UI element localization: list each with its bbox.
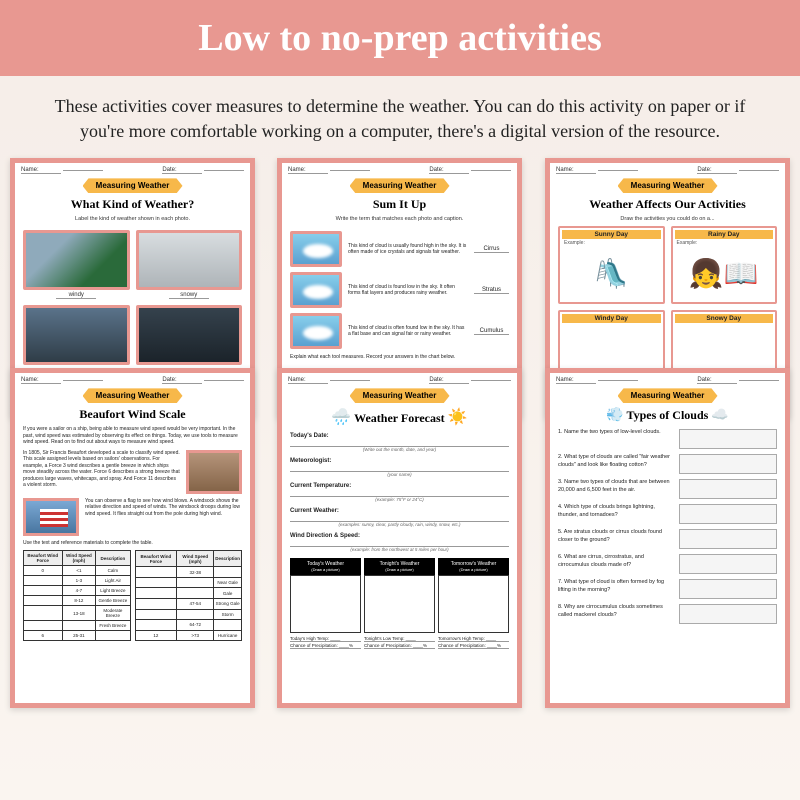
header-banner: Low to no-prep activities: [0, 0, 800, 76]
worksheet-forecast: Name: Date: Measuring Weather 🌧️ Weather…: [277, 368, 522, 708]
slide-art: 🛝: [564, 249, 659, 297]
ws-header: Name: Date:: [282, 163, 517, 176]
photo-cloudy: [23, 305, 130, 371]
beaufort-tables: Beaufort Wind ForceWind Speed (mph)Descr…: [23, 550, 242, 641]
reading-art: 👧📖: [677, 249, 772, 297]
activity-rainy: Rainy DayExample:👧📖: [671, 226, 778, 304]
ws-badge: Measuring Weather: [83, 178, 183, 193]
photo-storm: [136, 305, 243, 371]
photo-snowy: snowy: [136, 230, 243, 299]
beaufort-table-left: Beaufort Wind ForceWind Speed (mph)Descr…: [23, 550, 131, 641]
rain-icon: 🌧️: [331, 409, 351, 426]
sun-icon: ☀️: [448, 409, 468, 426]
intro-text: These activities cover measures to deter…: [0, 76, 800, 158]
cloud-image: [290, 231, 342, 267]
photo-windy: windy: [23, 230, 130, 299]
answer-box: [679, 429, 777, 449]
beaufort-table-right: Beaufort Wind ForceWind Speed (mph)Descr…: [135, 550, 243, 641]
page-title: Low to no-prep activities: [0, 16, 800, 60]
worksheet-cloud-types: Name: Date: Measuring Weather 💨 Types of…: [545, 368, 790, 708]
wind-icon: 💨: [606, 408, 623, 423]
flag-image: [23, 498, 79, 536]
ws1-title: What Kind of Weather?: [15, 197, 250, 212]
worksheet-beaufort: Name: Date: Measuring Weather Beaufort W…: [10, 368, 255, 708]
cloud-icon: ☁️: [711, 408, 728, 423]
forecast-draw-box: [290, 575, 361, 633]
ws-header: Name: Date:: [15, 163, 250, 176]
activity-sunny: Sunny DayExample:🛝: [558, 226, 665, 304]
worksheets-grid: Name: Date: Measuring Weather What Kind …: [0, 158, 800, 738]
sailor-image: [186, 450, 242, 494]
